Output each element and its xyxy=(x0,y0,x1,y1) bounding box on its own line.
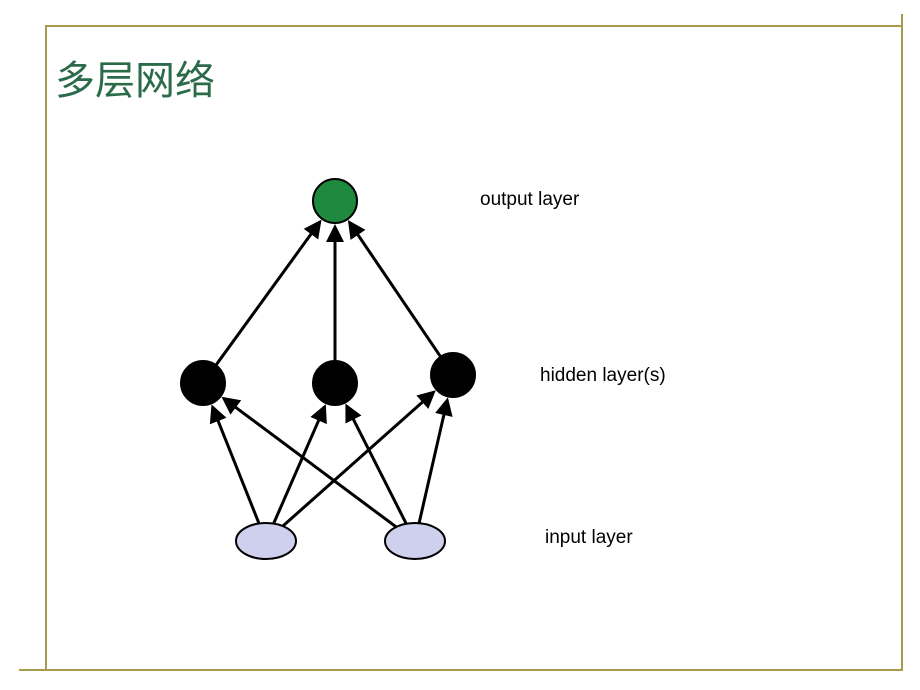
slide-border-inner xyxy=(45,25,903,671)
